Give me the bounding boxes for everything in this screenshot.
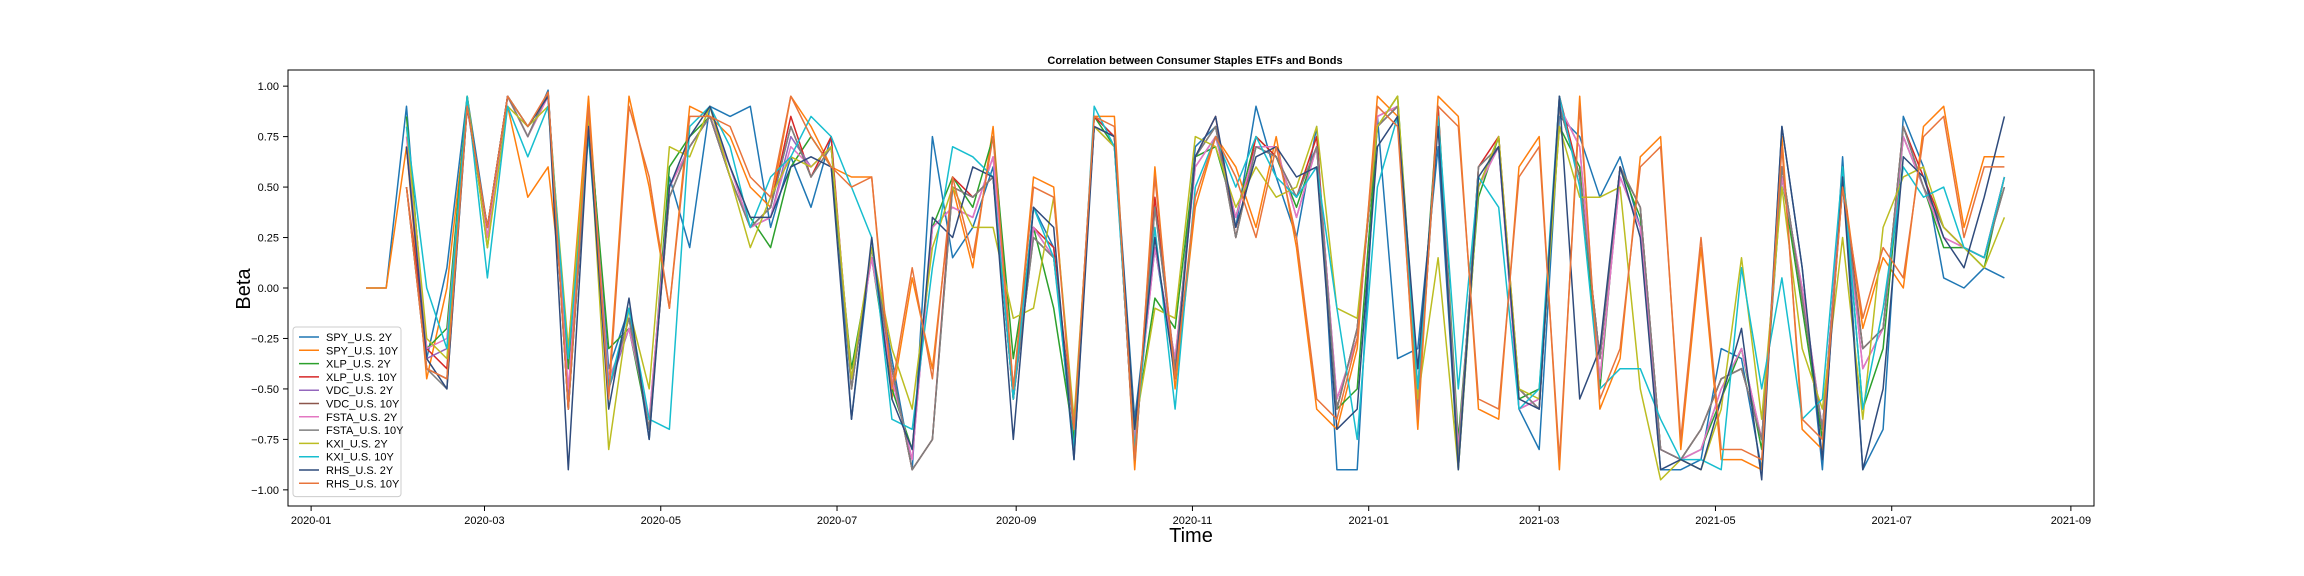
- legend-label: KXI_U.S. 10Y: [326, 452, 395, 464]
- plot-lines: [366, 89, 2006, 481]
- legend-label: VDC_U.S. 2Y: [326, 385, 394, 397]
- x-tick-label: 2020-07: [817, 515, 857, 527]
- legend-label: FSTA_U.S. 10Y: [326, 425, 404, 437]
- y-axis-title: Beta: [233, 268, 255, 310]
- legend-label: XLP_U.S. 10Y: [326, 372, 398, 384]
- series-line: [405, 95, 2006, 471]
- x-tick-label: 2021-09: [2051, 515, 2091, 527]
- legend-label: SPY_U.S. 10Y: [326, 345, 399, 357]
- series-line: [405, 91, 2005, 461]
- series-line: [405, 95, 2006, 481]
- y-tick-label: 0.50: [258, 182, 279, 194]
- y-tick-label: 1.00: [258, 81, 279, 93]
- legend-label: VDC_U.S. 10Y: [326, 399, 400, 411]
- x-tick-label: 2020-05: [641, 515, 681, 527]
- legend-label: XLP_U.S. 2Y: [326, 359, 391, 371]
- legend-label: FSTA_U.S. 2Y: [326, 412, 398, 424]
- x-tick-label: 2020-11: [1173, 515, 1213, 527]
- legend-label: RHS_U.S. 10Y: [326, 478, 400, 490]
- x-tick-label: 2021-03: [1519, 515, 1559, 527]
- y-tick-label: −0.25: [251, 333, 279, 345]
- chart-title: Correlation between Consumer Staples ETF…: [1047, 55, 1342, 67]
- y-tick-label: −1.00: [251, 485, 279, 497]
- x-tick-label: 2020-09: [996, 515, 1036, 527]
- x-tick-label: 2020-01: [291, 515, 331, 527]
- y-tick-label: −0.75: [251, 434, 279, 446]
- x-tick-label: 2021-05: [1695, 515, 1735, 527]
- legend-label: RHS_U.S. 2Y: [326, 465, 394, 477]
- y-tick-label: 0.00: [258, 283, 279, 295]
- y-tick-label: 0.25: [258, 233, 279, 245]
- y-tick-label: 0.75: [258, 132, 279, 144]
- legend-label: KXI_U.S. 2Y: [326, 438, 388, 450]
- axis-ticks: 2020-01 2020-03 2020-05 2020-07 2020-09 2020-…: [251, 81, 2091, 527]
- series-line: [405, 95, 2006, 481]
- x-tick-label: 2021-07: [1872, 515, 1912, 527]
- legend-label: SPY_U.S. 2Y: [326, 332, 393, 344]
- x-tick-label: 2021-01: [1349, 515, 1389, 527]
- x-tick-label: 2020-03: [464, 515, 504, 527]
- x-axis-title: Time: [1169, 525, 1213, 547]
- y-tick-label: −0.50: [251, 384, 279, 396]
- plot-frame: [287, 69, 2095, 507]
- legend-box: [292, 326, 402, 498]
